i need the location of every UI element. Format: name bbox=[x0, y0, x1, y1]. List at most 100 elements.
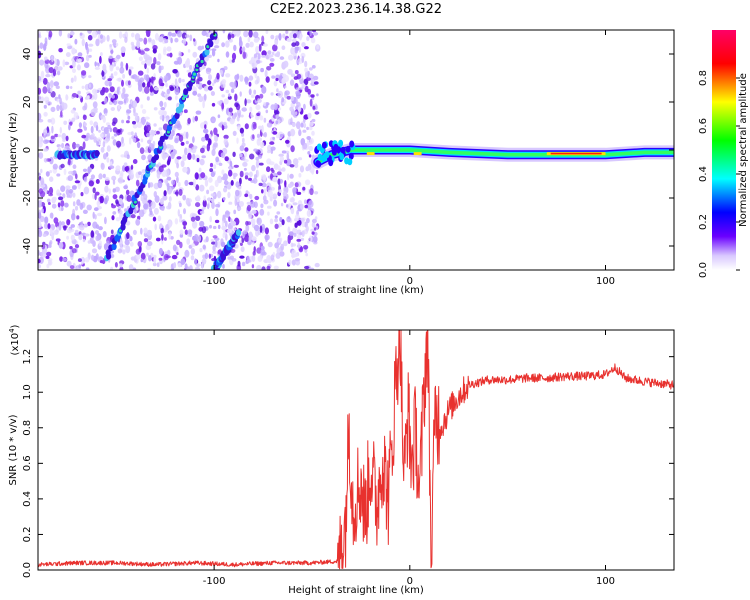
noise-blob bbox=[98, 129, 101, 133]
noise-blob bbox=[312, 75, 319, 81]
noise-blob bbox=[38, 219, 42, 227]
noise-blob bbox=[124, 239, 130, 246]
noise-blob bbox=[246, 99, 252, 104]
noise-blob bbox=[78, 95, 82, 99]
noise-blob bbox=[187, 229, 193, 235]
noise-blob bbox=[65, 188, 70, 196]
noise-blob bbox=[193, 38, 196, 42]
noise-blob bbox=[166, 205, 172, 210]
noise-blob bbox=[311, 130, 315, 136]
noise-blob bbox=[77, 258, 82, 262]
noise-blob bbox=[121, 136, 124, 144]
streak-blob bbox=[235, 229, 242, 237]
noise-blob bbox=[171, 267, 174, 270]
noise-blob bbox=[303, 46, 309, 50]
noise-blob bbox=[66, 235, 69, 240]
noise-blob bbox=[163, 75, 169, 82]
noise-blob bbox=[133, 112, 139, 117]
noise-blob bbox=[128, 68, 132, 76]
noise-blob bbox=[158, 36, 164, 43]
noise-blob bbox=[104, 176, 110, 181]
noise-blob bbox=[166, 182, 170, 191]
noise-blob bbox=[207, 85, 213, 91]
noise-blob bbox=[255, 104, 261, 111]
noise-blob bbox=[101, 70, 105, 77]
noise-blob bbox=[269, 58, 275, 62]
noise-blob bbox=[210, 238, 214, 243]
noise-blob bbox=[287, 173, 290, 181]
noise-blob bbox=[267, 211, 270, 216]
noise-blob bbox=[109, 44, 112, 48]
noise-blob bbox=[112, 211, 117, 215]
noise-blob bbox=[112, 42, 117, 47]
noise-blob bbox=[115, 217, 120, 222]
noise-blob bbox=[261, 266, 266, 270]
noise-blob bbox=[165, 117, 169, 123]
snr-y-tick-label: 0.4 bbox=[22, 491, 33, 507]
colorbar-label: Normalized spectral amplitude bbox=[738, 73, 749, 227]
noise-blob bbox=[232, 172, 238, 177]
snr-y-tick-label: 1.2 bbox=[22, 349, 33, 365]
noise-blob bbox=[233, 44, 237, 52]
noise-blob bbox=[277, 165, 281, 171]
noise-blob bbox=[103, 243, 108, 251]
noise-blob bbox=[265, 76, 270, 83]
noise-blob bbox=[212, 235, 218, 239]
noise-blob bbox=[256, 59, 261, 64]
noise-blob bbox=[261, 35, 265, 43]
noise-blob bbox=[55, 238, 61, 242]
noise-blob bbox=[158, 247, 163, 255]
noise-blob bbox=[60, 163, 65, 169]
noise-blob bbox=[286, 152, 290, 161]
noise-blob bbox=[92, 88, 98, 95]
noise-blob bbox=[146, 252, 149, 257]
noise-blob bbox=[140, 252, 146, 260]
noise-blob bbox=[168, 196, 172, 202]
noise-blob bbox=[67, 175, 74, 182]
noise-blob bbox=[180, 141, 185, 146]
noise-blob bbox=[38, 188, 44, 195]
noise-blob bbox=[72, 201, 76, 207]
noise-blob bbox=[288, 54, 294, 61]
noise-blob bbox=[282, 191, 287, 197]
noise-blob bbox=[61, 102, 68, 110]
noise-blob bbox=[274, 39, 279, 46]
noise-blob bbox=[83, 122, 87, 127]
noise-blob bbox=[301, 230, 305, 238]
spectrogram-x-ticks: -100 0 100 bbox=[203, 30, 615, 287]
spectrogram-panel: -100 0 100 -40 -20 0 20 40 Height of straight … bbox=[8, 29, 675, 296]
noise-blob bbox=[48, 67, 54, 74]
noise-blob bbox=[168, 220, 172, 228]
noise-blob bbox=[38, 212, 42, 219]
noise-blob bbox=[54, 133, 59, 138]
noise-blob bbox=[188, 181, 195, 186]
trace-lump bbox=[338, 139, 344, 147]
noise-blob bbox=[191, 220, 198, 229]
noise-blob bbox=[145, 124, 151, 132]
spectrogram-y-tick-label: 40 bbox=[22, 48, 33, 61]
noise-blob bbox=[255, 156, 259, 161]
noise-blob bbox=[265, 30, 269, 34]
noise-blob bbox=[245, 224, 250, 232]
snr-y-scale-label: (x104) bbox=[8, 324, 21, 355]
noise-blob bbox=[291, 259, 296, 266]
noise-blob bbox=[228, 107, 233, 113]
noise-blob bbox=[109, 101, 113, 105]
noise-blob bbox=[222, 121, 228, 127]
spectrogram-x-tick-label: 100 bbox=[596, 276, 615, 287]
noise-blob bbox=[77, 90, 81, 95]
noise-blob bbox=[313, 81, 319, 85]
noise-blob bbox=[78, 264, 82, 269]
trace-lump bbox=[349, 140, 355, 148]
noise-blob bbox=[280, 243, 285, 251]
noise-blob bbox=[56, 70, 61, 76]
noise-blob bbox=[233, 209, 237, 215]
noise-blob bbox=[100, 52, 103, 57]
noise-blob bbox=[244, 147, 249, 152]
noise-blob bbox=[294, 214, 300, 222]
noise-blob bbox=[204, 124, 207, 129]
noise-blob bbox=[53, 229, 59, 235]
noise-blob bbox=[314, 262, 320, 268]
noise-blob bbox=[294, 111, 298, 116]
noise-blob bbox=[79, 32, 83, 36]
